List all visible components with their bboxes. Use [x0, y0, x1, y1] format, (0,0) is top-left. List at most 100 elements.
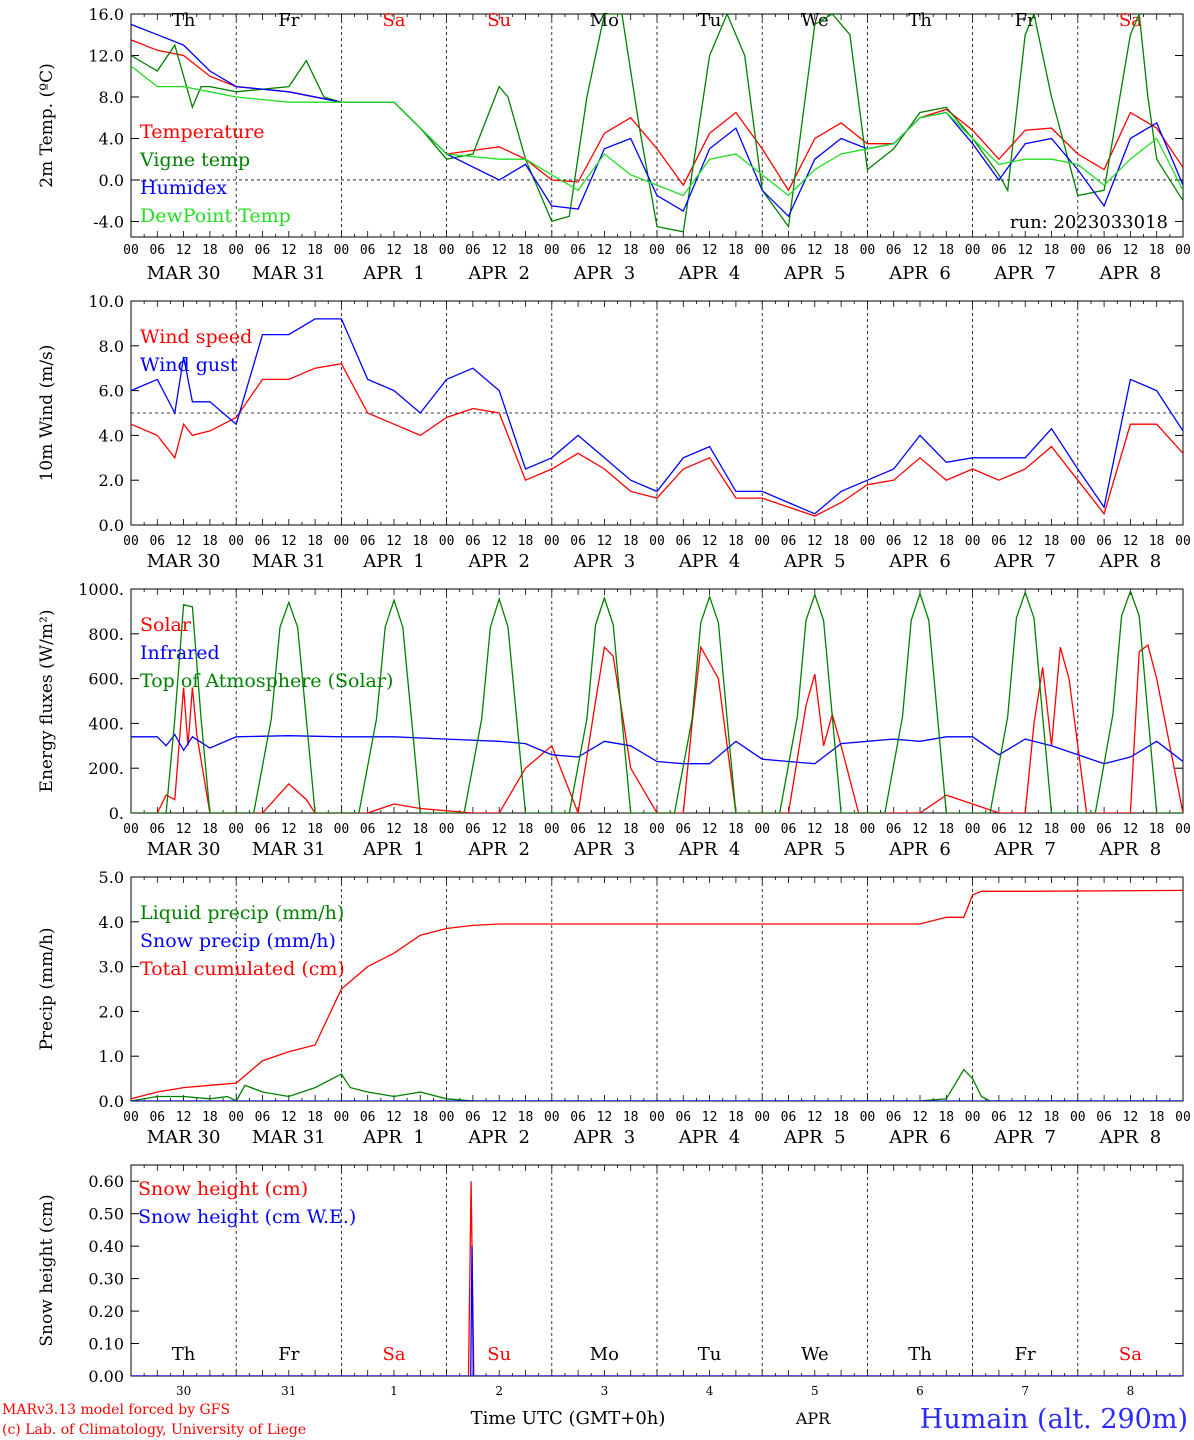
date-label: APR 8: [1099, 1127, 1162, 1148]
day-number-label: 6: [916, 1384, 924, 1398]
weekday-label: We: [801, 1344, 829, 1365]
date-label: APR 6: [888, 263, 951, 284]
weekday-label: Mo: [590, 1344, 619, 1365]
hour-label: 12: [491, 822, 507, 837]
date-label: MAR 31: [252, 839, 326, 860]
legend-entry: Humidex: [140, 177, 227, 199]
hour-label: 18: [623, 1110, 639, 1125]
date-label: APR 4: [678, 263, 741, 284]
hour-label: 06: [465, 1110, 481, 1125]
hour-label: 18: [412, 1110, 428, 1125]
hour-label: 06: [149, 243, 165, 258]
date-label: APR 7: [993, 839, 1056, 860]
weekday-label: Sa: [382, 10, 405, 31]
hour-label: 00: [754, 534, 770, 549]
hour-label: 00: [1070, 1110, 1086, 1125]
panel-temp: -4.0 0.0 4.0 8.0 12.0 16.0 2m Temp. (ºC) 00 06 12…: [37, 5, 1191, 284]
hour-label: 06: [360, 243, 376, 258]
legend-entry: Total cumulated (cm): [140, 958, 345, 980]
hour-label: 12: [597, 822, 613, 837]
hour-label: 00: [649, 822, 665, 837]
hour-label: 06: [1096, 534, 1112, 549]
panel-wind: 0.0 2.0 4.0 6.0 8.0 10.0 10m Wind (m/s) 00 06 12 1…: [37, 292, 1191, 572]
hour-label: 06: [255, 822, 271, 837]
hour-label: 18: [1044, 243, 1060, 258]
hour-label: 06: [360, 534, 376, 549]
date-label: APR 3: [573, 263, 636, 284]
hour-label: 06: [886, 822, 902, 837]
hour-label: 12: [597, 243, 613, 258]
hour-label: 00: [1070, 243, 1086, 258]
hour-label: 00: [754, 1110, 770, 1125]
weekday-label: Mo: [590, 10, 619, 31]
series-line-wind-gust: [131, 318, 1183, 515]
weekday-label: Tu: [698, 1344, 722, 1365]
hour-label: 00: [123, 822, 139, 837]
hour-label: 12: [281, 534, 297, 549]
legend-entry: Snow height (cm W.E.): [138, 1206, 356, 1228]
weekday-label: Sa: [1119, 10, 1142, 31]
hour-label: 00: [228, 822, 244, 837]
hour-label: 00: [334, 243, 350, 258]
date-label: APR 2: [467, 551, 530, 572]
footer-lab: (c) Lab. of Climatology, University of L…: [2, 1422, 306, 1438]
date-label: APR 1: [362, 1127, 425, 1148]
y-tick-label: 800.: [88, 625, 124, 644]
hour-label: 00: [334, 534, 350, 549]
hour-label: 00: [649, 534, 665, 549]
weekday-label: Tu: [698, 10, 722, 31]
date-label: MAR 31: [252, 551, 326, 572]
hour-label: 00: [1070, 822, 1086, 837]
y-tick-label: 0.20: [88, 1302, 124, 1321]
hour-label: 06: [991, 1110, 1007, 1125]
hour-label: 12: [281, 1110, 297, 1125]
y-tick-label: 1.0: [99, 1047, 124, 1066]
date-label: APR 8: [1099, 263, 1162, 284]
hour-label: 06: [149, 822, 165, 837]
hour-label: 06: [465, 822, 481, 837]
y-tick-label: -4.0: [93, 212, 124, 231]
date-label: APR 7: [993, 1127, 1056, 1148]
hour-label: 00: [754, 822, 770, 837]
y-tick-label: 0.: [109, 804, 124, 823]
hour-label: 00: [334, 822, 350, 837]
hour-label: 00: [439, 243, 455, 258]
series-line-humidex: [131, 23, 1183, 218]
y-tick-label: 1000.: [78, 580, 124, 599]
hour-label: 18: [307, 534, 323, 549]
hour-label: 06: [675, 534, 691, 549]
date-label: APR 6: [888, 551, 951, 572]
hour-label: 00: [544, 822, 560, 837]
day-number-label: 8: [1127, 1384, 1135, 1398]
run-label: run: 2023033018: [1010, 212, 1168, 233]
y-axis-label: Energy fluxes (W/m²): [37, 610, 57, 793]
date-label: APR 3: [573, 839, 636, 860]
date-label: MAR 31: [252, 1127, 326, 1148]
hour-label: 06: [149, 534, 165, 549]
hour-label: 06: [781, 822, 797, 837]
hour-label: 18: [1149, 243, 1165, 258]
hour-label: 12: [702, 534, 718, 549]
legend-entry: Snow precip (mm/h): [140, 930, 336, 952]
day-number-label: 5: [811, 1384, 819, 1398]
series-line-total-cumulated-cm: [131, 889, 1183, 1100]
series-line-top-of-atmosphere-solar: [131, 589, 1183, 813]
day-number-label: 1: [390, 1384, 398, 1398]
date-label: APR 7: [993, 263, 1056, 284]
hour-label: 12: [597, 1110, 613, 1125]
day-number-label: 31: [281, 1384, 296, 1398]
weekday-label: Fr: [278, 1344, 299, 1365]
hour-label: 06: [991, 243, 1007, 258]
y-tick-label: 2.0: [99, 471, 124, 490]
date-label: APR 2: [467, 839, 530, 860]
plot-frame: [130, 588, 1184, 814]
hour-label: 18: [518, 822, 534, 837]
date-label: APR 7: [993, 551, 1056, 572]
hour-label: 00: [965, 822, 981, 837]
date-label: APR 6: [888, 839, 951, 860]
weekday-label: Th: [908, 1344, 932, 1365]
hour-label: 18: [307, 822, 323, 837]
series-line-snow-height-cm: [131, 1181, 1183, 1376]
y-tick-label: 600.: [88, 670, 124, 689]
